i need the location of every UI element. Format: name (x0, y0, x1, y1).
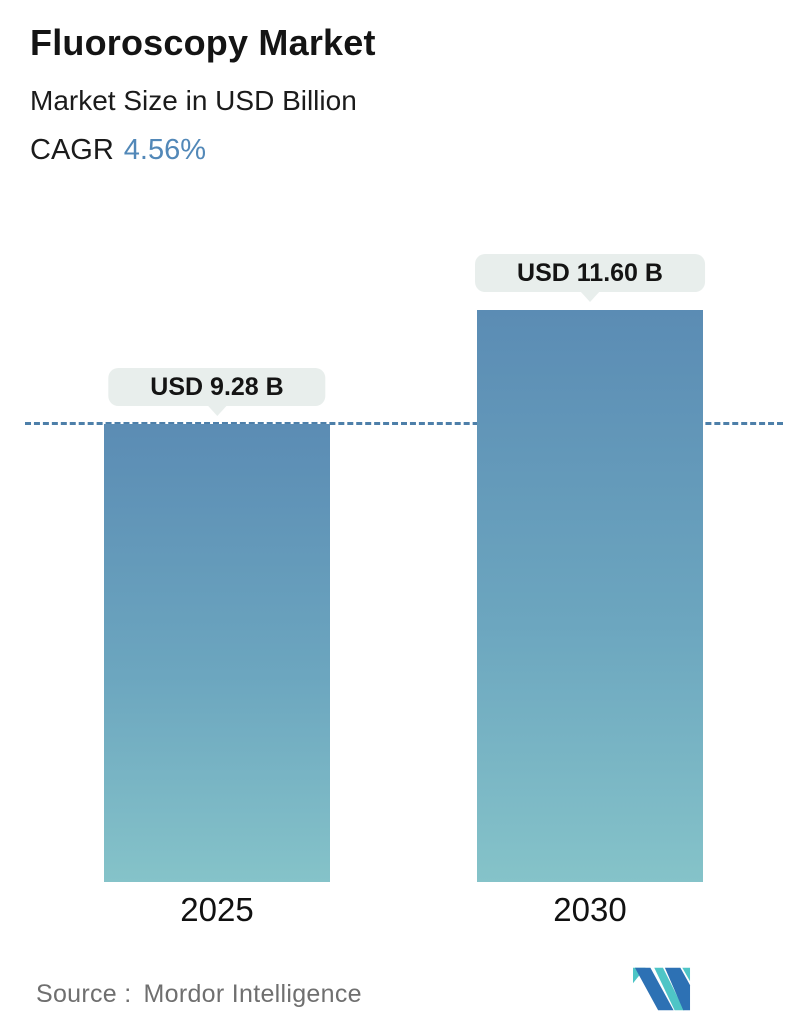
chart-subtitle: Market Size in USD Billion (30, 85, 357, 116)
value-callout-2025: USD 9.28 B (108, 368, 326, 406)
source-value: Mordor Intelligence (143, 980, 362, 1008)
reference-dashed-line (25, 422, 783, 425)
mordor-intelligence-logo (633, 967, 691, 1011)
cagr-label: CAGR (30, 134, 114, 166)
cagr-value: 4.56% (123, 134, 207, 166)
bar-2025 (104, 424, 330, 882)
bar-2030 (477, 310, 703, 882)
x-tick-2030: 2030 (553, 891, 627, 928)
source-attribution: Source : Mordor Intelligence (36, 980, 362, 1009)
value-callout-2030: USD 11.60 B (475, 254, 705, 292)
value-label-2025: USD 9.28 B (108, 368, 326, 406)
x-tick-2025: 2025 (180, 891, 254, 928)
cagr-row: CAGR 4.56% (30, 134, 206, 167)
page-title: Fluoroscopy Market (30, 22, 376, 63)
source-label: Source : (36, 980, 132, 1008)
bar-group-2025: USD 9.28 B 2025 (104, 0, 330, 1034)
bar-group-2030: USD 11.60 B 2030 (475, 0, 705, 1034)
value-label-2030: USD 11.60 B (475, 254, 705, 292)
